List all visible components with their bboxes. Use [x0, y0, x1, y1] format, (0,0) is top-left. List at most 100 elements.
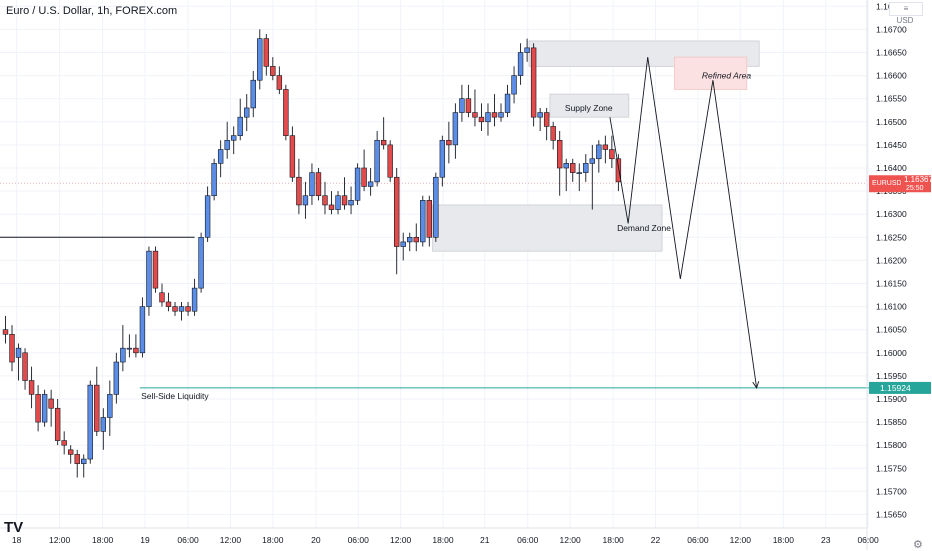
price-axis: 1.15650 1.15700 1.15750 1.15800 1.15850 1.159… — [866, 0, 932, 550]
candle-down — [380, 139, 387, 146]
candle-up — [498, 112, 504, 118]
tradingview-logo: TV — [4, 519, 24, 536]
candle-down — [556, 139, 563, 169]
candle-up — [583, 163, 589, 173]
candle-down — [283, 89, 289, 136]
symbol-title: Euro / U.S. Dollar, 1h, FOREX.com — [6, 5, 178, 17]
current-price-value: 1.16367 — [904, 175, 932, 184]
currency-selector[interactable]: ≡ USD — [883, 2, 927, 28]
refined-area-label: Refined Area — [702, 71, 752, 81]
menu-icon[interactable]: ≡ — [889, 2, 923, 16]
candle-down — [472, 112, 478, 118]
candle-up — [596, 144, 602, 160]
price-tick-label: 1.16050 — [876, 325, 907, 335]
candle-up — [139, 306, 146, 354]
candle-down — [543, 112, 550, 127]
candle-up — [237, 116, 243, 136]
candle-down — [276, 75, 283, 90]
candle-down — [446, 139, 452, 146]
candle-up — [81, 458, 87, 464]
price-tick-label: 1.16400 — [876, 163, 907, 173]
candle-up — [211, 163, 217, 197]
candle-down — [550, 126, 556, 141]
candle-down — [68, 449, 74, 455]
candle-down — [328, 204, 335, 210]
liquidity-price-value: 1.15924 — [880, 383, 911, 393]
candle-down — [609, 149, 615, 160]
candle-down — [361, 167, 367, 187]
candle-down — [165, 301, 172, 307]
time-tick-label: 18:00 — [262, 535, 284, 545]
gear-icon[interactable]: ⚙ — [913, 539, 923, 551]
candle-down — [296, 176, 302, 206]
candle-up — [87, 384, 93, 460]
candle-down — [491, 112, 498, 118]
price-tick-label: 1.16000 — [876, 348, 907, 358]
candle-down — [2, 329, 9, 335]
candle-down — [478, 116, 485, 123]
candle-down — [270, 66, 276, 76]
candle-down — [570, 163, 576, 173]
price-tick-label: 1.16450 — [876, 140, 907, 150]
candle-up — [126, 347, 133, 350]
price-tick-label: 1.16700 — [876, 24, 907, 34]
candle-down — [35, 394, 41, 423]
levels-layer — [0, 182, 883, 389]
candle-up — [400, 241, 406, 247]
time-tick-label: 18:00 — [92, 535, 114, 545]
candle-down — [54, 407, 61, 441]
candle-down — [315, 172, 322, 197]
candle-down — [172, 306, 178, 312]
price-tick-label: 1.15650 — [876, 510, 907, 520]
time-tick-label: 18 — [12, 535, 22, 545]
candle-down — [159, 292, 165, 303]
candle-down — [185, 306, 191, 312]
demand-zone-label: Demand Zone — [617, 223, 671, 233]
price-tick-label: 1.16250 — [876, 232, 907, 242]
zone-demand — [432, 204, 663, 252]
price-tick-label: 1.16550 — [876, 94, 907, 104]
price-tick-label: 1.15700 — [876, 486, 907, 496]
candle-down — [387, 144, 393, 178]
candle-up — [204, 195, 211, 238]
candle-up — [302, 195, 309, 206]
candle-up — [537, 112, 543, 118]
candle-up — [224, 139, 230, 150]
price-tick-label: 1.15750 — [876, 463, 907, 473]
candle-down — [413, 237, 419, 243]
time-tick-label: 12:00 — [730, 535, 752, 545]
candle-up — [146, 250, 152, 307]
candle-down — [426, 200, 432, 238]
candle-up — [367, 181, 374, 187]
zone-supply — [549, 93, 630, 118]
candle-down — [530, 47, 537, 118]
candle-up — [100, 417, 107, 432]
time-tick-label: 06:00 — [687, 535, 709, 545]
candle-countdown: 25:50 — [906, 185, 924, 192]
candle-up — [354, 167, 361, 201]
candle-down — [48, 398, 54, 409]
time-tick-label: 19 — [140, 535, 150, 545]
time-tick-label: 06:00 — [348, 535, 370, 545]
candle-up — [198, 237, 204, 289]
candle-down — [263, 38, 269, 67]
candle-up — [563, 163, 569, 169]
candle-down — [28, 380, 35, 395]
candle-up — [15, 347, 22, 358]
price-tick-label: 1.16150 — [876, 279, 907, 289]
candle-up — [250, 79, 256, 109]
candle-down — [465, 98, 472, 113]
time-tick-label: 18:00 — [603, 535, 625, 545]
candle-up — [309, 172, 315, 197]
currency-code: USD — [896, 16, 914, 25]
candle-up — [439, 139, 446, 178]
candle-up — [191, 287, 198, 312]
candle-down — [9, 334, 15, 363]
time-tick-label: 21 — [480, 535, 490, 545]
candle-down — [94, 384, 100, 432]
candle-up — [374, 139, 380, 183]
price-tick-label: 1.16600 — [876, 71, 907, 81]
time-tick-label: 23 — [821, 535, 831, 545]
current-price-box — [901, 175, 931, 193]
